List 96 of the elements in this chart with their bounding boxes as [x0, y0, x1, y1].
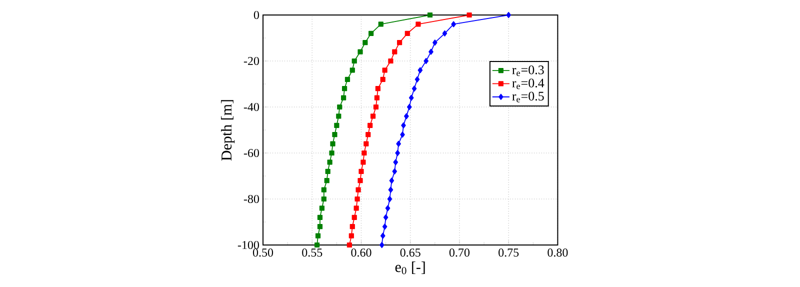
point: [404, 113, 409, 120]
point: [427, 12, 433, 18]
point: [428, 48, 434, 55]
point: [466, 12, 472, 18]
point: [321, 196, 326, 202]
x-tick-label: 0.55: [302, 248, 322, 257]
x-tick-label: 0.70: [449, 248, 470, 257]
point: [380, 232, 386, 239]
point: [383, 214, 388, 220]
point: [327, 160, 332, 165]
point: [387, 196, 392, 202]
point: [388, 186, 394, 193]
point: [414, 76, 420, 82]
point: [408, 94, 414, 101]
point: [412, 86, 417, 92]
point: [364, 141, 369, 146]
point: [397, 40, 402, 46]
point: [378, 22, 384, 27]
point: [395, 150, 400, 156]
x-tick-label: 0.60: [351, 248, 372, 257]
point: [332, 132, 338, 138]
x-tick-label: 0.80: [548, 248, 568, 257]
point: [354, 196, 360, 202]
point: [424, 58, 428, 64]
point: [442, 30, 448, 36]
point: [317, 224, 323, 230]
point: [379, 242, 384, 248]
point: [392, 168, 398, 174]
y-axis-title: Depth [m]: [221, 100, 235, 161]
y-tick-label: 0: [254, 10, 260, 20]
point: [374, 95, 380, 100]
legend-label: r$_{e}$=0.3: [512, 66, 544, 76]
point: [348, 233, 354, 238]
point: [388, 58, 394, 64]
point: [337, 104, 342, 110]
point: [362, 40, 368, 46]
point: [350, 224, 355, 230]
point: [451, 21, 456, 28]
point: [315, 233, 321, 238]
point: [324, 178, 330, 184]
y-tick-label: -100: [238, 240, 260, 250]
point: [416, 22, 421, 27]
point: [396, 140, 401, 147]
point: [385, 205, 390, 212]
point: [382, 68, 388, 73]
point: [360, 160, 366, 165]
point: [370, 114, 376, 119]
point: [358, 49, 363, 54]
point: [389, 178, 394, 184]
point: [350, 68, 355, 73]
point: [352, 214, 357, 220]
point: [392, 49, 398, 54]
y-tick-label: -60: [244, 148, 260, 158]
point: [329, 150, 334, 156]
point: [336, 114, 342, 119]
point: [330, 141, 336, 146]
x-tick-label: 0.50: [252, 248, 274, 257]
x-tick-label: 0.75: [498, 248, 519, 257]
point: [400, 132, 405, 138]
point: [356, 187, 361, 192]
x-tick-label: 0.65: [400, 248, 420, 257]
point: [358, 168, 364, 174]
point: [375, 86, 380, 92]
y-tick-label: -40: [244, 102, 260, 112]
legend-label: r$_{e}$=0.5: [512, 92, 544, 102]
point: [354, 206, 359, 211]
point: [366, 132, 371, 138]
point: [325, 168, 330, 174]
x-axis-title: e$_{0}$ [-]: [395, 262, 425, 274]
point: [344, 76, 350, 82]
point: [341, 95, 346, 100]
point: [368, 122, 373, 128]
point: [432, 40, 438, 46]
point: [506, 12, 511, 18]
y-tick-label: -80: [244, 194, 260, 204]
point: [418, 67, 423, 74]
point: [342, 86, 348, 92]
point: [334, 122, 340, 128]
point: [346, 242, 352, 248]
point: [373, 104, 379, 110]
point: [404, 30, 410, 36]
point: [358, 178, 363, 184]
point: [393, 159, 398, 166]
point: [317, 214, 323, 220]
point: [314, 242, 320, 248]
point: [321, 187, 326, 192]
y-tick-label: -20: [244, 56, 260, 66]
point: [319, 206, 324, 211]
point: [362, 150, 367, 156]
point: [380, 76, 386, 82]
point: [406, 104, 412, 110]
point: [368, 30, 374, 36]
point: [382, 224, 388, 230]
legend-label: r$_{e}$=0.4: [512, 78, 544, 90]
point: [352, 58, 357, 64]
point: [401, 122, 406, 128]
